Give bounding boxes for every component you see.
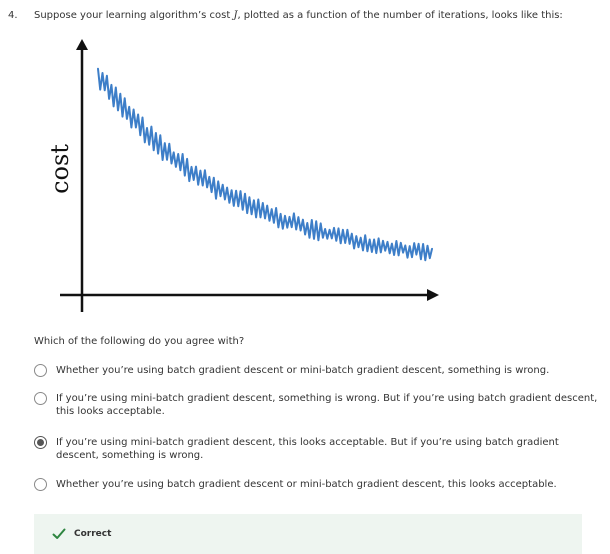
feedback-label: Correct [74,529,112,539]
option-1[interactable]: Whether you’re using batch gradient desc… [34,364,604,377]
option-1-radio[interactable] [34,364,47,377]
option-2[interactable]: If you’re using mini-batch gradient desc… [34,392,604,418]
y-axis-label: cost [46,144,74,194]
cost-plot: cost [46,39,439,312]
cost-symbol: J [233,10,238,21]
option-1-label: Whether you’re using batch gradient desc… [56,365,550,376]
question-number: 4. [8,10,18,21]
option-3-label: If you’re using mini-batch gradient desc… [56,437,559,461]
x-axis-arrow-icon [427,289,439,301]
y-axis-arrow-icon [76,39,88,50]
option-3[interactable]: If you’re using mini-batch gradient desc… [34,436,604,462]
option-4-label: Whether you’re using batch gradient desc… [56,479,557,490]
cost-curve [97,67,433,262]
option-3-radio[interactable] [34,436,47,449]
option-2-label: If you’re using mini-batch gradient desc… [56,393,598,417]
question-text-before: Suppose your learning algorithm’s cost [34,10,234,21]
option-4[interactable]: Whether you’re using batch gradient desc… [34,478,604,491]
question-text-after: , plotted as a function of the number of… [237,10,563,21]
question-text: Suppose your learning algorithm’s cost J… [34,10,563,21]
feedback-banner: Correct [34,514,582,554]
check-icon [52,528,66,539]
prompt-text: Which of the following do you agree with… [34,336,245,347]
option-4-radio[interactable] [34,478,47,491]
option-2-radio[interactable] [34,392,47,405]
